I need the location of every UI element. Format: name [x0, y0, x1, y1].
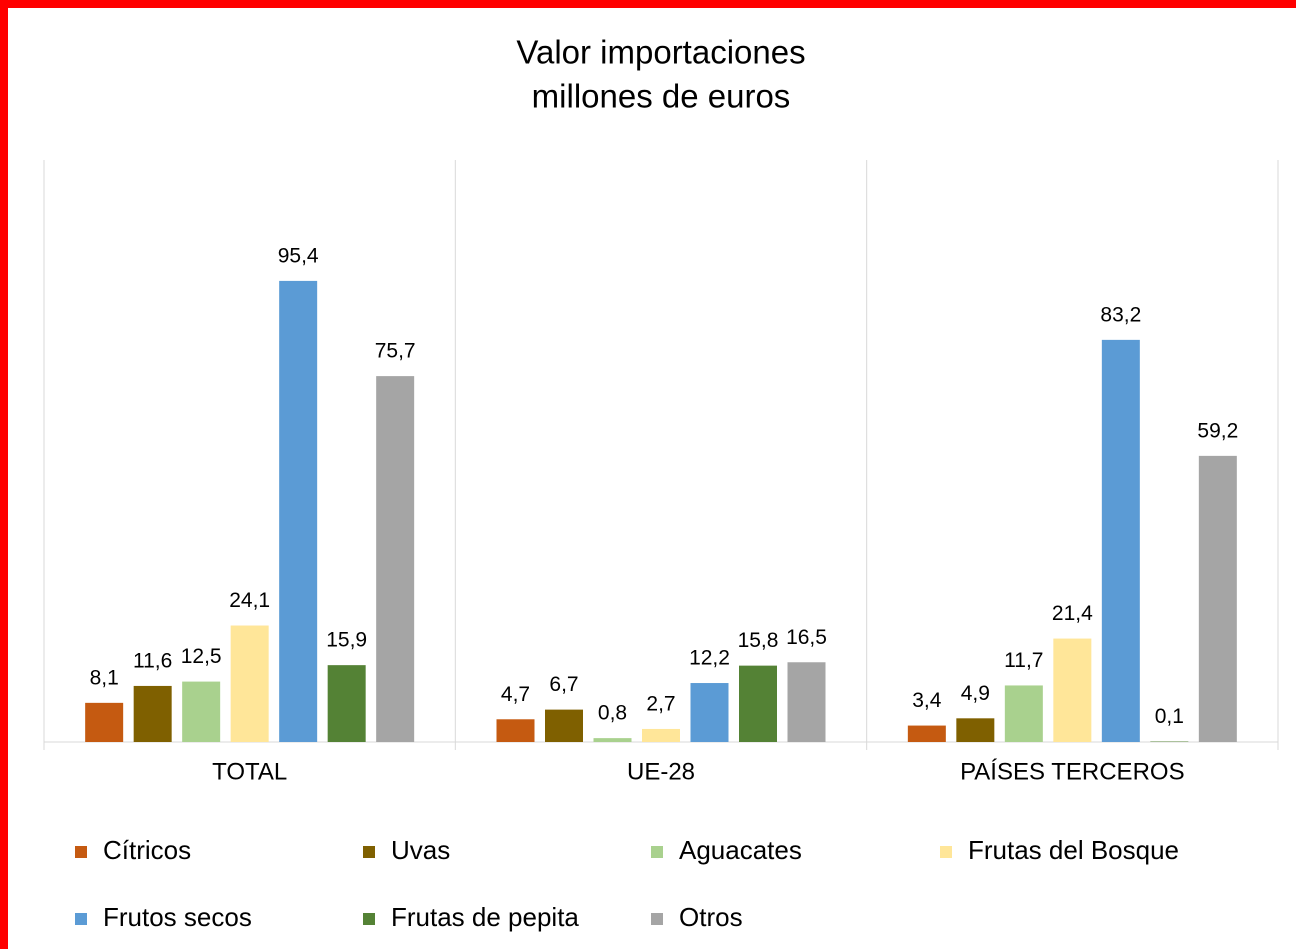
- chart-subtitle: millones de euros: [532, 78, 791, 115]
- bar: [133, 685, 172, 742]
- legend-label: Frutos secos: [103, 902, 252, 932]
- data-label: 8,1: [90, 666, 119, 689]
- data-label: 59,2: [1197, 419, 1238, 442]
- bar: [545, 709, 583, 742]
- bar: [642, 728, 680, 742]
- x-tick-label: TOTAL: [212, 758, 287, 785]
- bar: [85, 702, 124, 742]
- legend-label: Cítricos: [103, 835, 191, 865]
- bar: [739, 665, 777, 742]
- data-label: 15,9: [326, 629, 367, 652]
- data-label: 6,7: [549, 673, 578, 696]
- legend-swatch: [363, 846, 375, 858]
- bar: [787, 662, 826, 742]
- bar: [230, 625, 269, 742]
- bar: [956, 718, 995, 742]
- bar: [1198, 455, 1237, 742]
- bar: [496, 719, 535, 742]
- data-label: 11,6: [133, 649, 172, 672]
- data-label: 75,7: [375, 340, 416, 363]
- data-label: 12,2: [689, 647, 730, 670]
- bar: [182, 681, 221, 742]
- bar: [376, 376, 415, 742]
- legend-swatch: [940, 846, 952, 858]
- legend-swatch: [75, 846, 87, 858]
- data-label: 12,5: [181, 645, 222, 668]
- legend-label: Uvas: [391, 835, 450, 865]
- legend-label: Aguacates: [679, 835, 802, 865]
- data-label: 0,8: [598, 702, 627, 725]
- data-label: 21,4: [1052, 602, 1093, 625]
- legend-swatch: [651, 846, 663, 858]
- data-label: 11,7: [1004, 649, 1043, 672]
- bar: [690, 683, 729, 742]
- bar: [1004, 685, 1043, 742]
- bar: [1053, 638, 1092, 742]
- x-tick-label: PAÍSES TERCEROS: [960, 758, 1185, 785]
- bar: [1101, 339, 1140, 742]
- legend-swatch: [75, 913, 87, 925]
- x-tick-label: UE-28: [627, 758, 695, 785]
- bar: [593, 738, 632, 742]
- data-label: 24,1: [229, 589, 270, 612]
- data-label: 15,8: [738, 629, 779, 652]
- legend-swatch: [651, 913, 663, 925]
- legend-label: Frutas de pepita: [391, 902, 579, 932]
- data-label: 4,7: [501, 683, 530, 706]
- chart-title: Valor importaciones: [516, 34, 805, 71]
- bar: [907, 725, 946, 742]
- data-label: 3,4: [912, 689, 942, 712]
- data-label: 0,1: [1155, 705, 1184, 728]
- data-label: 95,4: [278, 244, 319, 267]
- data-label: 4,9: [961, 682, 990, 705]
- legend-label: Otros: [679, 902, 743, 932]
- legend-label: Frutas del Bosque: [968, 835, 1179, 865]
- bar: [327, 665, 366, 742]
- legend-swatch: [363, 913, 375, 925]
- data-label: 83,2: [1100, 303, 1141, 326]
- data-label: 2,7: [646, 692, 675, 715]
- bar: [279, 280, 318, 742]
- data-label: 16,5: [786, 626, 827, 649]
